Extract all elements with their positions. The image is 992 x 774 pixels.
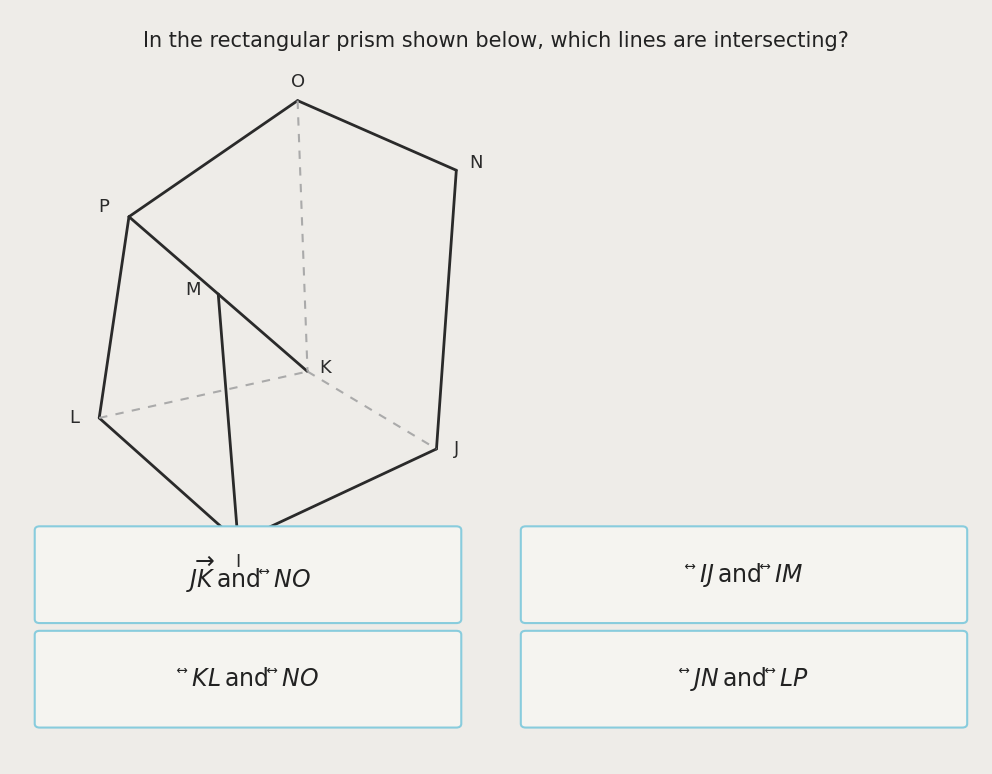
Text: $\overrightarrow{JK}$$\,\mathrm{and}\,$$\overleftrightarrow{NO}$: $\overrightarrow{JK}$$\,\mathrm{and}\,$$… [186,555,310,594]
Text: $\overleftrightarrow{JN}$$\,\mathrm{and}\,$$\overleftrightarrow{LP}$: $\overleftrightarrow{JN}$$\,\mathrm{and}… [679,665,809,694]
Text: In the rectangular prism shown below, which lines are intersecting?: In the rectangular prism shown below, wh… [143,31,849,51]
Text: J: J [453,440,459,458]
FancyBboxPatch shape [35,526,461,623]
FancyBboxPatch shape [35,631,461,728]
Text: L: L [69,409,79,427]
Text: K: K [319,358,331,377]
Text: $\overleftrightarrow{IJ}$$\,\mathrm{and}\,$$\overleftrightarrow{IM}$: $\overleftrightarrow{IJ}$$\,\mathrm{and}… [684,560,804,589]
Text: P: P [99,198,109,217]
Text: M: M [186,281,201,300]
Text: $\overleftrightarrow{KL}$$\,\mathrm{and}\,$$\overleftrightarrow{NO}$: $\overleftrightarrow{KL}$$\,\mathrm{and}… [177,667,319,691]
Text: I: I [235,553,241,571]
FancyBboxPatch shape [521,631,967,728]
FancyBboxPatch shape [521,526,967,623]
Text: O: O [291,73,305,91]
Text: N: N [469,153,483,172]
